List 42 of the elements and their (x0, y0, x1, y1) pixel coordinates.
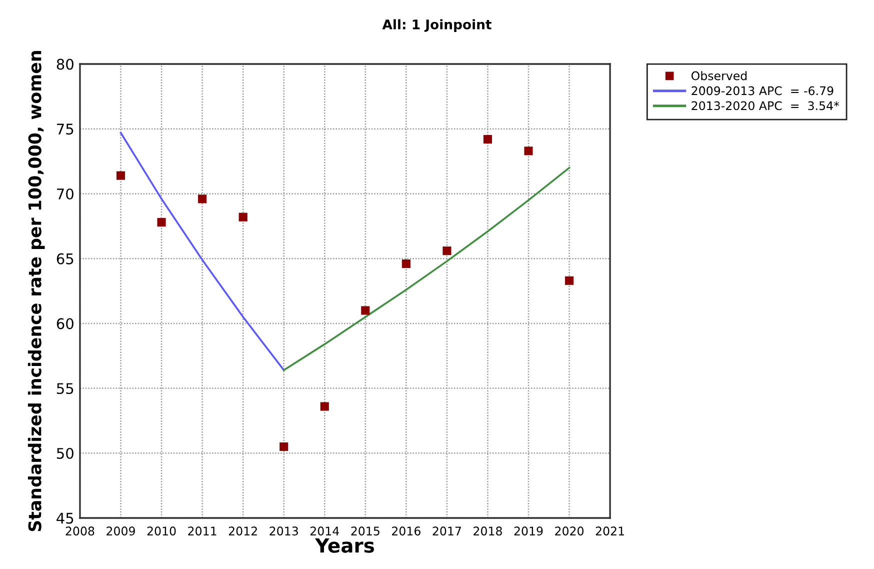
x-tick-label: 2018 (474, 526, 502, 536)
line-series (120, 132, 285, 372)
x-tick-label: 2014 (310, 526, 339, 536)
point (116, 171, 126, 180)
legend-label: 2009-2013 APC = -6.79 (692, 86, 834, 96)
x-tick-label: 2015 (351, 526, 380, 536)
point (361, 306, 370, 315)
line-series (282, 166, 570, 372)
point (238, 212, 248, 222)
x-tick-label: 2011 (188, 526, 216, 536)
x-tick-label: 2013 (270, 526, 298, 536)
x-tick-label: 2016 (392, 526, 420, 536)
y-tick-label: 55 (56, 383, 74, 394)
point (524, 146, 533, 156)
point (402, 259, 410, 268)
y-tick-label: 70 (57, 188, 74, 200)
point (564, 276, 574, 285)
x-tick-label: 2010 (147, 526, 176, 536)
point (442, 246, 452, 256)
y-tick-label: 60 (56, 318, 74, 330)
x-tick-label: 2017 (432, 526, 461, 536)
y-tick-label: 50 (56, 448, 74, 459)
point (280, 442, 288, 451)
x-tick-label: 2020 (555, 526, 584, 536)
y-tick-label: 80 (56, 58, 74, 70)
point (198, 194, 207, 204)
x-tick-label: 2021 (596, 526, 624, 536)
x-tick-label: 2008 (66, 526, 94, 536)
x-tick-label: 2012 (228, 526, 257, 536)
legend-label: Observed (692, 71, 747, 80)
x-tick-label: 2019 (514, 526, 543, 536)
y-tick-label: 65 (56, 253, 74, 264)
chart-title: All: 1 Joinpoint (382, 19, 492, 32)
legend-label: 2013-2020 APC = 3.54* (692, 101, 840, 110)
y-axis-title: Standardized incidence rate per 100,000, women (28, 51, 45, 532)
x-axis-title: Years (314, 538, 374, 553)
x-tick-label: 2009 (106, 526, 135, 536)
y-tick-label: 75 (57, 124, 74, 135)
point (320, 402, 329, 411)
point (157, 218, 166, 227)
y-tick-label: 45 (56, 512, 74, 524)
point (483, 134, 492, 144)
